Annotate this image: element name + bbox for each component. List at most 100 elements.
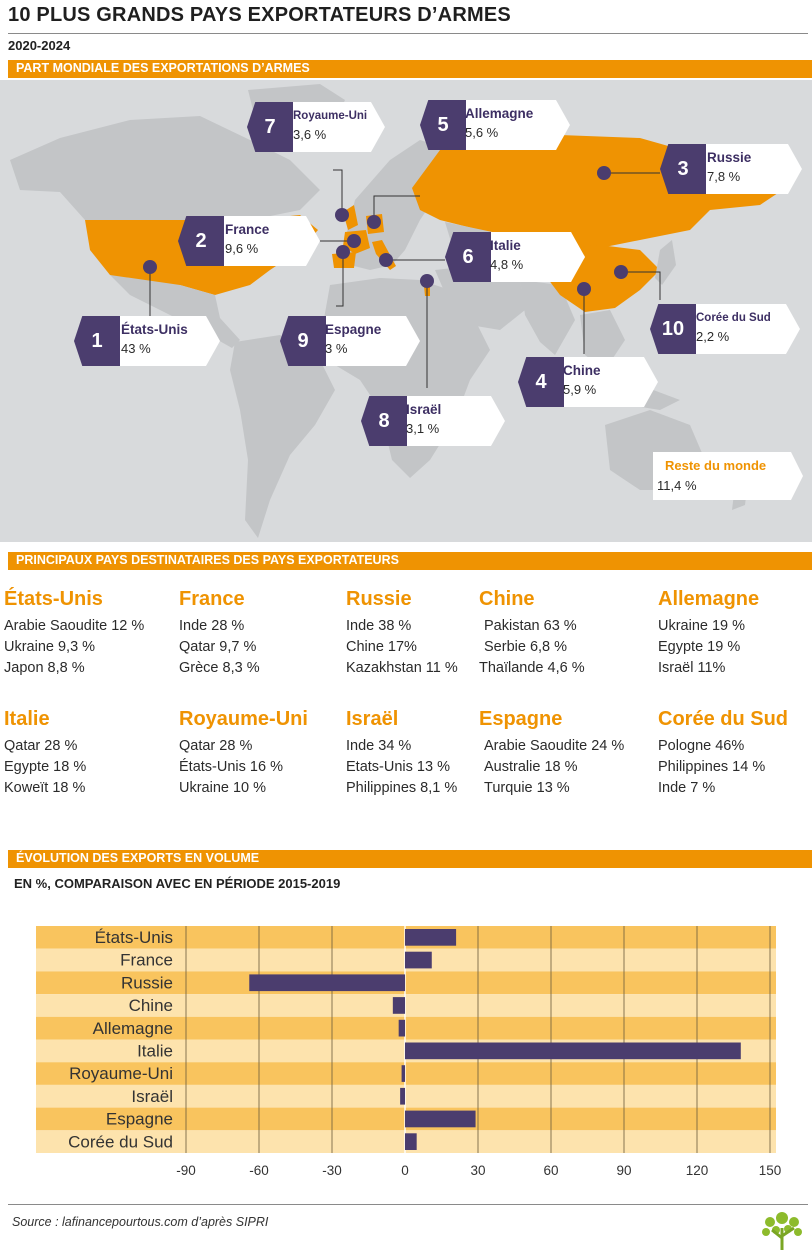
- dot-china: [577, 282, 591, 296]
- dest-exporter: Espagne: [479, 708, 563, 730]
- dest-row: Egypte 19 %: [658, 639, 741, 655]
- callout-usa: 1 États-Unis 43 %: [74, 316, 220, 366]
- dest-row: Pakistan 63 %: [484, 618, 577, 634]
- dest-row: Inde 28 %: [179, 618, 245, 634]
- dot-italy: [379, 253, 393, 267]
- callout-russia: 3 Russie 7,8 %: [660, 144, 802, 194]
- dest-row: Chine 17%: [346, 639, 417, 655]
- dest-row: Arabie Saoudite 24 %: [484, 738, 625, 754]
- dot-spain: [336, 245, 350, 259]
- x-tick-label: 120: [686, 1163, 709, 1178]
- bar: [401, 1065, 405, 1082]
- callout-italy: 6 Italie 4,8 %: [445, 232, 585, 282]
- callout-germany: 5 Allemagne 5,6 %: [420, 100, 570, 150]
- x-tick-label: -90: [176, 1163, 196, 1178]
- dest-row: Serbie 6,8 %: [484, 639, 568, 655]
- x-tick-label: -60: [249, 1163, 269, 1178]
- dest-row: Philippines 14 %: [658, 759, 766, 775]
- callout-box: [688, 144, 802, 194]
- country-name: Espagne: [325, 322, 382, 337]
- callout-france: 2 France 9,6 %: [178, 216, 320, 266]
- country-share: 4,8 %: [490, 257, 524, 272]
- bar: [400, 1087, 405, 1105]
- land-canada: [10, 116, 320, 220]
- callout-box: [546, 357, 658, 407]
- country-name: Allemagne: [465, 106, 534, 121]
- bar: [392, 997, 405, 1014]
- row-band: [36, 1084, 776, 1108]
- country-share: 5,6 %: [465, 125, 499, 140]
- country-share: 5,9 %: [563, 382, 597, 397]
- land-southeast-asia: [580, 310, 625, 370]
- connector-line: [333, 169, 343, 215]
- dest-exporter: Italie: [4, 708, 50, 730]
- country-name: Italie: [490, 238, 521, 253]
- row-band: [36, 994, 776, 1017]
- callout-box: [206, 216, 320, 266]
- dest-row: Etats-Unis 13 %: [346, 759, 450, 775]
- country-name: Russie: [707, 150, 752, 165]
- country-name: Israël: [406, 402, 442, 417]
- category-label: Russie: [121, 973, 173, 992]
- x-tick-label: 30: [470, 1163, 485, 1178]
- land-south-america: [230, 335, 335, 538]
- category-label: États-Unis: [95, 928, 173, 947]
- land-japan: [655, 240, 676, 285]
- category-label: Israël: [131, 1087, 173, 1106]
- dest-block-germany: Allemagne Ukraine 19 % Egypte 19 % Israë…: [658, 588, 812, 679]
- rank-badge: 6: [445, 232, 491, 282]
- country-dots: [143, 166, 628, 296]
- bar: [398, 1019, 405, 1037]
- evolution-chart: -90 -60 -30 0 30 60 90 120 150 États-Unis France Ru…: [0, 920, 812, 1182]
- dest-block-israel: Israël Inde 34 % Etats-Unis 13 % Philipp…: [346, 708, 521, 799]
- bar: [405, 929, 457, 946]
- evolution-chart-svg: -90 -60 -30 0 30 60 90 120 150 États-Unis France Ru…: [36, 926, 781, 1178]
- rank-badge: 4: [518, 357, 564, 407]
- country-name: Chine: [563, 363, 601, 378]
- title-divider: [8, 33, 808, 34]
- evolution-section-band: ÉVOLUTION DES EXPORTS EN VOLUME: [8, 850, 812, 868]
- dest-row: Egypte 18 %: [4, 759, 87, 775]
- dest-row: Inde 7 %: [658, 780, 716, 796]
- dot-korea: [614, 265, 628, 279]
- x-tick-label: 90: [616, 1163, 631, 1178]
- country-share: 3,1 %: [406, 421, 440, 436]
- dest-exporter: Russie: [346, 588, 412, 610]
- dest-exporter: Chine: [479, 588, 535, 610]
- connector-line: [373, 195, 420, 222]
- world-map: 1 États-Unis 43 % 2 France 9,6 % 3 Russi…: [0, 80, 812, 542]
- callout-box: [308, 316, 420, 366]
- rank-badge: 1: [74, 316, 120, 366]
- dest-block-spain: Espagne Arabie Saoudite 24 % Australie 1…: [479, 708, 654, 799]
- dest-exporter: Israël: [346, 708, 399, 730]
- dest-exporter: États-Unis: [4, 588, 103, 610]
- dest-block-south-korea: Corée du Sud Pologne 46% Philippines 14 …: [658, 708, 812, 799]
- row-band: [36, 971, 776, 995]
- dest-row: Japon 8,8 %: [4, 660, 85, 676]
- dest-row: Kazakhstan 11 %: [346, 660, 458, 676]
- country-share: 9,6 %: [225, 241, 259, 256]
- dest-block-china: Chine Pakistan 63 % Serbie 6,8 % Thaïlan…: [479, 588, 654, 679]
- rest-share: 11,4 %: [657, 478, 697, 493]
- dest-row: Ukraine 9,3 %: [4, 639, 96, 655]
- dest-row: Turquie 13 %: [484, 780, 570, 796]
- dest-row: États-Unis 16 %: [179, 759, 283, 775]
- dest-exporter: France: [179, 588, 245, 610]
- dest-row: Arabie Saoudite 12 %: [4, 618, 145, 634]
- dest-block-russia: Russie Inde 38 % Chine 17% Kazakhstan 11…: [346, 588, 521, 679]
- dest-row: Israël 11%: [658, 660, 726, 676]
- callout-uk: 7 Royaume-Uni 3,6 %: [247, 102, 385, 152]
- footer-divider: [8, 1204, 808, 1205]
- category-label: Italie: [137, 1042, 173, 1061]
- callout-box: [389, 396, 505, 446]
- dot-uk: [335, 208, 349, 222]
- rank-badge: 3: [660, 144, 706, 194]
- category-label: Chine: [129, 996, 173, 1015]
- connector-line: [336, 252, 344, 307]
- callout-box: [473, 232, 585, 282]
- callout-rest-of-world: Reste du monde 11,4 %: [653, 452, 803, 500]
- country-share: 7,8 %: [707, 169, 741, 184]
- rank-badge: 5: [420, 100, 466, 150]
- bar: [405, 951, 432, 969]
- dest-row: Inde 38 %: [346, 618, 412, 634]
